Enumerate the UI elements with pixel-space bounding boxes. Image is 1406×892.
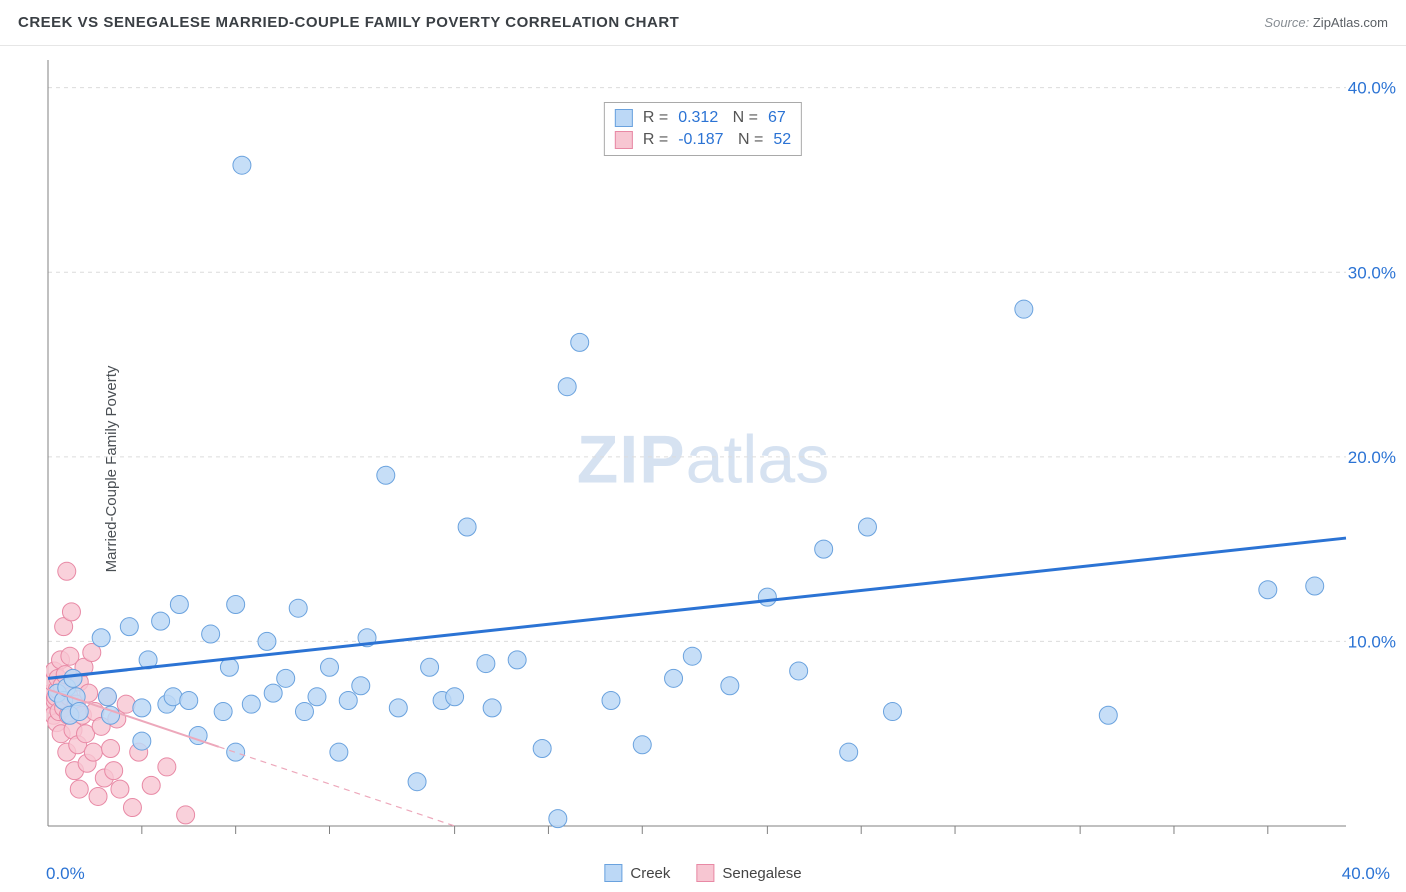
legend-item-senegalese: Senegalese xyxy=(696,864,801,882)
chart-area: Married-Couple Family Poverty ZIPatlas 1… xyxy=(0,46,1406,892)
swatch-creek xyxy=(615,109,633,127)
r-label: R = xyxy=(643,129,668,151)
svg-text:40.0%: 40.0% xyxy=(1348,79,1396,98)
svg-text:10.0%: 10.0% xyxy=(1348,632,1396,651)
correlation-row-creek: R = 0.312 N = 67 xyxy=(615,107,791,129)
legend-label-senegalese: Senegalese xyxy=(722,865,801,882)
x-axis-right-label: 40.0% xyxy=(1342,864,1390,884)
r-label: R = xyxy=(643,107,668,129)
svg-text:20.0%: 20.0% xyxy=(1348,448,1396,467)
n-value-creek: 67 xyxy=(768,107,786,129)
n-value-senegalese: 52 xyxy=(773,129,791,151)
scatter-plot: 10.0% 20.0% 30.0% 40.0% xyxy=(46,46,1406,892)
n-label: N = xyxy=(734,129,764,151)
chart-title: CREEK VS SENEGALESE MARRIED-COUPLE FAMIL… xyxy=(18,14,679,31)
correlation-legend: R = 0.312 N = 67 R = -0.187 N = 52 xyxy=(604,102,802,156)
svg-text:30.0%: 30.0% xyxy=(1348,263,1396,282)
series-legend: Creek Senegalese xyxy=(604,864,801,882)
source-value: ZipAtlas.com xyxy=(1313,15,1388,30)
legend-label-creek: Creek xyxy=(630,865,670,882)
chart-source: Source: ZipAtlas.com xyxy=(1264,15,1388,30)
legend-item-creek: Creek xyxy=(604,864,670,882)
legend-swatch-senegalese xyxy=(696,864,714,882)
chart-header: CREEK VS SENEGALESE MARRIED-COUPLE FAMIL… xyxy=(0,0,1406,46)
r-value-senegalese: -0.187 xyxy=(678,129,723,151)
correlation-row-senegalese: R = -0.187 N = 52 xyxy=(615,129,791,151)
legend-swatch-creek xyxy=(604,864,622,882)
r-value-creek: 0.312 xyxy=(678,107,718,129)
x-axis-left-label: 0.0% xyxy=(46,864,85,884)
swatch-senegalese xyxy=(615,131,633,149)
source-label: Source: xyxy=(1264,15,1309,30)
n-label: N = xyxy=(728,107,758,129)
